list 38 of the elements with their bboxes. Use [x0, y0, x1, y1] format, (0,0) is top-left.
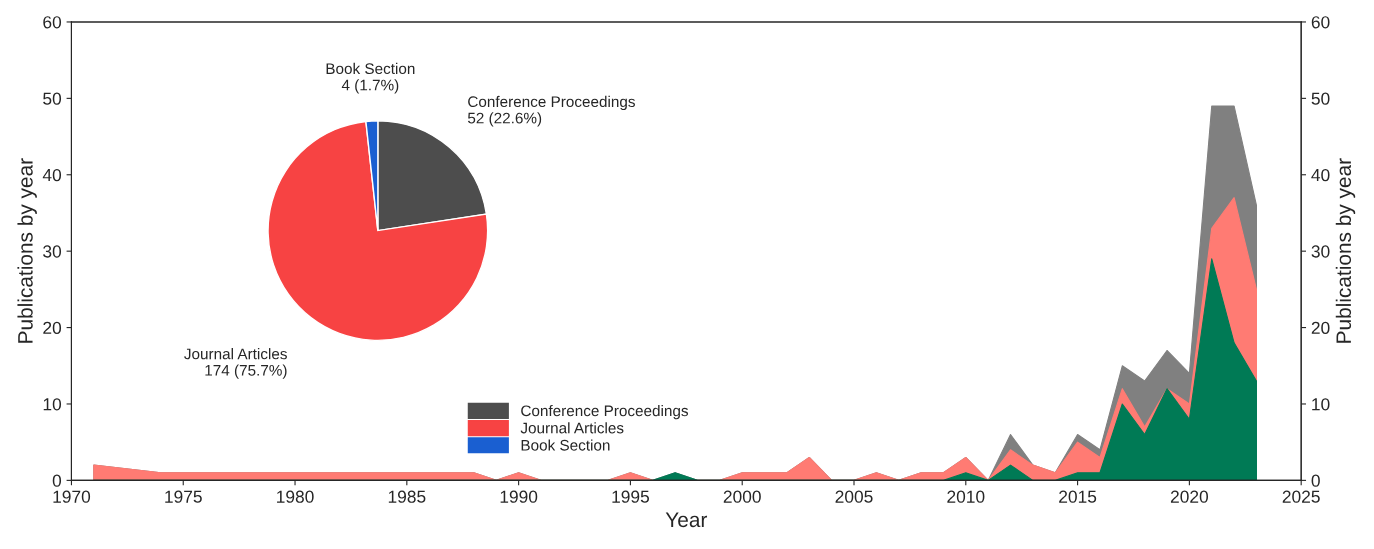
- x-tick-label: 1970: [53, 490, 91, 503]
- y-tick-label: 50: [43, 92, 62, 105]
- y-tick-label: 60: [43, 16, 62, 29]
- x-tick-label: 2020: [1170, 490, 1209, 503]
- y2-tick-label: 60: [1311, 16, 1330, 29]
- x-tick-label: 2025: [1282, 490, 1320, 503]
- slice-label: Book Section: [326, 62, 415, 75]
- y2-tick-label: 20: [1311, 321, 1330, 335]
- x-tick-label: 2000: [723, 490, 761, 503]
- y2-axis-title: Publications by year: [1335, 158, 1356, 343]
- data-label: 52 (22.6%): [467, 112, 542, 127]
- x-tick-label: 2010: [947, 490, 985, 503]
- slice-label: Journal Articles: [184, 348, 287, 360]
- x-tick-label: 2005: [835, 490, 873, 503]
- x-tick-label: 1975: [165, 490, 202, 503]
- legend-label: Book Section: [521, 439, 610, 451]
- legend-label: Conference Proceedings: [521, 405, 689, 420]
- y2-tick-label: 50: [1311, 92, 1330, 105]
- y2-tick-label: 10: [1312, 398, 1330, 411]
- x-axis-title: Year: [665, 512, 708, 528]
- slice-label: Conference Proceedings: [468, 95, 635, 111]
- y-tick-label: 0: [52, 474, 62, 487]
- y2-tick-label: 30: [1311, 245, 1330, 258]
- y2-tick-label: 0: [1311, 474, 1320, 487]
- data-label: 4 (1.7%): [341, 79, 399, 94]
- x-tick-label: 1985: [388, 490, 426, 503]
- data-label: 174 (75.7%): [205, 364, 287, 379]
- y-tick-label: 10: [43, 398, 62, 411]
- x-tick-label: 1990: [500, 490, 538, 503]
- x-tick-label: 2015: [1059, 490, 1097, 503]
- y-tick-label: 30: [43, 245, 62, 258]
- y-tick-label: 40: [42, 168, 62, 182]
- y-tick-label: 20: [43, 321, 62, 335]
- x-tick-label: 1995: [612, 490, 649, 503]
- x-tick-label: 1980: [277, 490, 314, 503]
- y-axis-title: Publications by year: [17, 158, 37, 343]
- legend-label: Journal Articles: [520, 422, 624, 434]
- y2-tick-label: 40: [1311, 168, 1330, 182]
